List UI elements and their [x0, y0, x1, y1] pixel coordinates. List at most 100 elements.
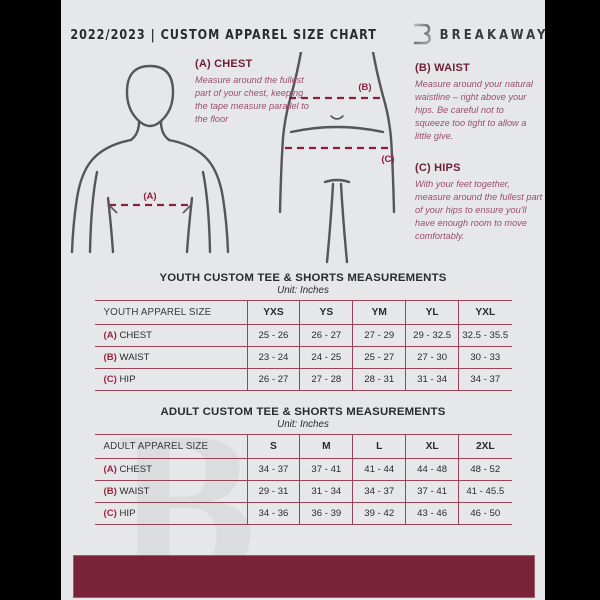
- row-name: HIP: [116, 508, 136, 519]
- adult-corner-header: ADULT APPAREL SIZE: [94, 434, 248, 459]
- youth-chest-yxs: 25 - 26: [246, 324, 301, 347]
- adult-table-unit: Unit: Inches: [277, 419, 329, 430]
- adult-size-header-0: S: [246, 434, 301, 459]
- adult-table-title: ADULT CUSTOM TEE & SHORTS MEASUREMENTS: [160, 406, 446, 418]
- youth-size-header-3: YL: [405, 300, 460, 325]
- adult-row-label-chest: (A) CHEST: [94, 458, 248, 481]
- table-row: (A) CHEST 25 - 26 26 - 27 27 - 29 29 - 3…: [94, 324, 512, 347]
- page-title: 2022/2023 | CUSTOM APPAREL SIZE CHART: [70, 27, 378, 43]
- youth-corner-header: YOUTH APPAREL SIZE: [94, 300, 248, 325]
- table-row: (C) HIP 26 - 27 27 - 28 28 - 31 31 - 34 …: [94, 368, 512, 391]
- chest-marker-label: (A): [143, 191, 156, 202]
- navel-detail: [330, 115, 344, 120]
- waist-marker-label: (B): [358, 82, 371, 93]
- row-tag: (C): [103, 508, 117, 519]
- youth-row-label-waist: (B) WAIST: [94, 346, 248, 369]
- youth-measurements-block: YOUTH CUSTOM TEE & SHORTS MEASUREMENTS U…: [61, 272, 545, 391]
- row-tag: (B): [103, 352, 117, 363]
- youth-table-title: YOUTH CUSTOM TEE & SHORTS MEASUREMENTS: [159, 272, 447, 284]
- adult-chest-m: 37 - 41: [299, 458, 354, 481]
- row-tag: (B): [103, 486, 117, 497]
- table-header-row: YOUTH APPAREL SIZE YXS YS YM YL YXL: [94, 300, 512, 325]
- torso-figure: (A): [70, 64, 230, 254]
- note-chest-heading: (A) CHEST: [195, 58, 253, 70]
- breakaway-b-monogram-icon: [410, 22, 431, 48]
- table-row: (A) CHEST 34 - 37 37 - 41 41 - 44 44 - 4…: [94, 458, 512, 481]
- adult-chest-xl: 44 - 48: [405, 458, 460, 481]
- size-chart-page: B 2022/2023 | CUSTOM APPAREL SIZE CHART: [61, 0, 545, 600]
- row-tag: (A): [103, 330, 117, 341]
- table-row: (B) WAIST 23 - 24 24 - 25 25 - 27 27 - 3…: [94, 346, 512, 369]
- youth-chest-yxl: 32.5 - 35.5: [458, 324, 512, 347]
- adult-chest-l: 41 - 44: [352, 458, 407, 481]
- youth-chest-ys: 26 - 27: [299, 324, 354, 347]
- adult-hip-m: 36 - 39: [299, 502, 354, 525]
- adult-waist-2xl: 41 - 45.5: [458, 480, 512, 503]
- table-header-row: ADULT APPAREL SIZE S M L XL 2XL: [94, 434, 512, 459]
- adult-waist-s: 29 - 31: [246, 480, 301, 503]
- row-name: WAIST: [116, 486, 150, 497]
- note-chest-body: Measure around the fullest part of your …: [195, 75, 309, 125]
- youth-waist-yxl: 30 - 33: [458, 346, 512, 369]
- youth-hip-yl: 31 - 34: [405, 368, 460, 391]
- table-row: (B) WAIST 29 - 31 31 - 34 34 - 37 37 - 4…: [94, 480, 512, 503]
- note-hips-heading: (C) HIPS: [415, 162, 461, 174]
- adult-hip-l: 39 - 42: [352, 502, 407, 525]
- table-row: (C) HIP 34 - 36 36 - 39 39 - 42 43 - 46 …: [94, 502, 512, 525]
- row-name: CHEST: [116, 464, 153, 475]
- page-header: 2022/2023 | CUSTOM APPAREL SIZE CHART B: [61, 14, 545, 56]
- youth-size-table: YOUTH APPAREL SIZE YXS YS YM YL YXL (A) …: [94, 300, 512, 391]
- youth-waist-yxs: 23 - 24: [246, 346, 301, 369]
- adult-size-table: ADULT APPAREL SIZE S M L XL 2XL (A) CHES…: [94, 434, 512, 525]
- adult-waist-m: 31 - 34: [299, 480, 354, 503]
- youth-hip-yxs: 26 - 27: [246, 368, 301, 391]
- adult-size-header-3: XL: [405, 434, 460, 459]
- hip-marker-label: (C): [381, 154, 394, 165]
- adult-hip-xl: 43 - 46: [405, 502, 460, 525]
- measurement-diagram: (A): [61, 52, 545, 272]
- youth-row-label-hip: (C) HIP: [94, 368, 248, 391]
- note-waist: (B) WAIST Measure around your natural wa…: [415, 62, 539, 143]
- adult-size-header-2: L: [352, 434, 407, 459]
- footer-banner: [73, 555, 535, 598]
- adult-size-header-1: M: [299, 434, 354, 459]
- note-waist-heading: (B) WAIST: [415, 62, 470, 74]
- youth-size-header-2: YM: [352, 300, 407, 325]
- row-tag: (C): [103, 374, 117, 385]
- youth-row-label-chest: (A) CHEST: [94, 324, 248, 347]
- youth-hip-yxl: 34 - 37: [458, 368, 512, 391]
- adult-row-label-waist: (B) WAIST: [94, 480, 248, 503]
- row-name: WAIST: [116, 352, 150, 363]
- row-tag: (A): [103, 464, 117, 475]
- hips-figure: (B) (C): [278, 52, 396, 264]
- adult-size-header-4: 2XL: [458, 434, 512, 459]
- youth-size-header-0: YXS: [246, 300, 301, 325]
- adult-chest-2xl: 48 - 52: [458, 458, 512, 481]
- adult-waist-xl: 37 - 41: [405, 480, 460, 503]
- note-waist-body: Measure around your natural waistline – …: [415, 79, 533, 142]
- adult-hip-s: 34 - 36: [246, 502, 301, 525]
- adult-waist-l: 34 - 37: [352, 480, 407, 503]
- adult-row-label-hip: (C) HIP: [94, 502, 248, 525]
- youth-waist-yl: 27 - 30: [405, 346, 460, 369]
- chest-measure-line: [108, 203, 192, 214]
- youth-hip-ym: 28 - 31: [352, 368, 407, 391]
- youth-chest-yl: 29 - 32.5: [405, 324, 460, 347]
- youth-waist-ys: 24 - 25: [299, 346, 354, 369]
- note-chest: (A) CHEST Measure around the fullest par…: [195, 58, 315, 126]
- youth-size-header-4: YXL: [458, 300, 512, 325]
- adult-chest-s: 34 - 37: [246, 458, 301, 481]
- row-name: CHEST: [116, 330, 153, 341]
- row-name: HIP: [116, 374, 136, 385]
- note-hips-body: With your feet together, measure around …: [415, 179, 543, 242]
- brand-name: BREAKAWAY: [439, 27, 545, 43]
- youth-table-unit: Unit: Inches: [277, 285, 329, 296]
- adult-measurements-block: ADULT CUSTOM TEE & SHORTS MEASUREMENTS U…: [61, 406, 545, 525]
- brand-lockup: BREAKAWAY: [409, 22, 545, 48]
- note-hips: (C) HIPS With your feet together, measur…: [415, 162, 543, 243]
- youth-hip-ys: 27 - 28: [299, 368, 354, 391]
- youth-size-header-1: YS: [299, 300, 354, 325]
- adult-hip-2xl: 46 - 50: [458, 502, 512, 525]
- youth-chest-ym: 27 - 29: [352, 324, 407, 347]
